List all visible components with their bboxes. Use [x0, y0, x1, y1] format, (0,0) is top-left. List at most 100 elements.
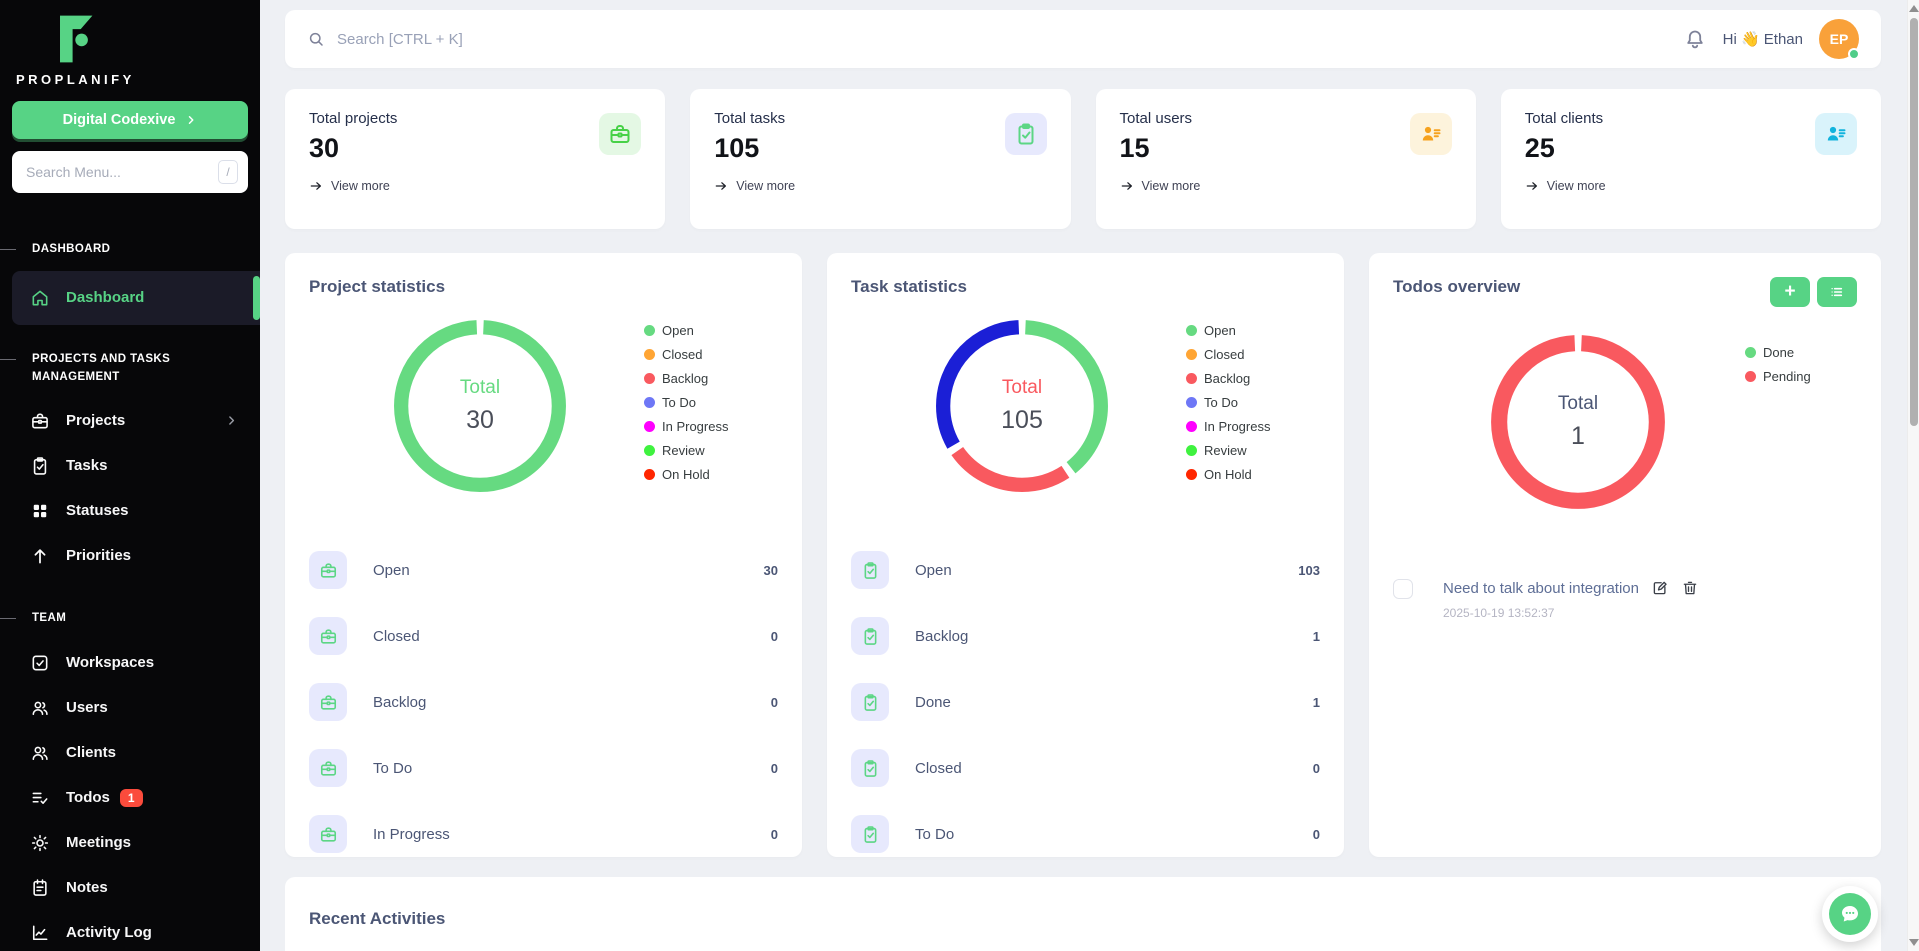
status-value: 1	[1312, 694, 1320, 710]
arrow-right-icon	[1526, 182, 1537, 190]
legend-dot	[1186, 349, 1197, 360]
sidebar-item-tasks[interactable]: Tasks	[0, 443, 260, 488]
sidebar-item-meetings[interactable]: Meetings	[0, 820, 260, 865]
todos-count-badge: 1	[119, 788, 143, 807]
legend-item[interactable]: Review	[644, 443, 778, 458]
section-header-projects-tasks: PROJECTS AND TASKS MANAGEMENT	[0, 351, 260, 387]
chart-line-icon	[32, 925, 48, 940]
sidebar-item-statuses[interactable]: Statuses	[0, 488, 260, 533]
workspace-switcher-button[interactable]: Digital Codexive	[12, 101, 248, 139]
legend-item[interactable]: Open	[1186, 323, 1320, 338]
legend-item[interactable]: Review	[1186, 443, 1320, 458]
donut-center-label: Total	[459, 377, 501, 398]
sidebar-menu-search[interactable]: /	[12, 151, 248, 193]
chart-legend: Open Closed Backlog To Do In Progress Re…	[1186, 323, 1320, 525]
legend-item[interactable]: On Hold	[644, 467, 778, 482]
legend-dot	[1745, 371, 1756, 382]
legend-item[interactable]: In Progress	[1186, 419, 1320, 434]
sidebar-item-workspaces[interactable]: Workspaces	[0, 640, 260, 685]
legend-item[interactable]: Done	[1745, 345, 1857, 360]
legend-dot	[1186, 373, 1197, 384]
sidebar-item-todos[interactable]: Todos 1	[0, 775, 260, 820]
avatar-initials: EP	[1829, 31, 1849, 47]
legend-item[interactable]: Open	[644, 323, 778, 338]
recent-activities-title: Recent Activities	[309, 909, 446, 928]
legend-item[interactable]: Closed	[1186, 347, 1320, 362]
sidebar-item-activity-log[interactable]: Activity Log	[0, 910, 260, 951]
grid-icon	[33, 504, 47, 518]
view-more-link[interactable]: View more	[309, 179, 641, 193]
todo-checkbox[interactable]	[1393, 579, 1413, 599]
legend-item[interactable]: To Do	[644, 395, 778, 410]
status-row: To Do 0	[851, 815, 1320, 853]
trash-icon[interactable]	[1681, 579, 1699, 597]
global-search[interactable]	[307, 30, 1683, 48]
status-label: Backlog	[915, 627, 969, 645]
users-icon	[32, 746, 48, 760]
arrow-right-icon	[715, 182, 727, 190]
status-row: Backlog 0	[309, 683, 778, 721]
view-more-link[interactable]: View more	[1120, 179, 1452, 193]
donut-center-value: 105	[1001, 406, 1043, 434]
sidebar-nav-team: Workspaces Users Clients Todos 1 Meeting…	[0, 640, 260, 951]
sidebar-nav-projects: Projects Tasks Statuses Priorities	[0, 398, 260, 578]
task-status-rows: Open 103 Backlog 1 Done 1 Closed 0 To Do	[851, 551, 1320, 853]
status-value: 0	[1312, 826, 1320, 842]
stat-card-total-clients: Total clients 25 View more	[1500, 89, 1881, 229]
sidebar-item-label: Priorities	[66, 547, 132, 565]
legend-item[interactable]: Backlog	[644, 371, 778, 386]
avatar[interactable]: EP	[1819, 19, 1860, 60]
legend-item[interactable]: Backlog	[1186, 371, 1320, 386]
todo-timestamp: 2025-10-19 13:52:37	[1443, 606, 1555, 620]
sidebar-item-priorities[interactable]: Priorities	[0, 533, 260, 578]
status-row: To Do 0	[309, 749, 778, 787]
chat-fab-button[interactable]	[1822, 886, 1878, 942]
scrollbar-down-arrow[interactable]	[1909, 939, 1919, 946]
legend-dot	[1745, 347, 1756, 358]
sidebar-item-label: Activity Log	[66, 924, 152, 942]
legend-dot	[1186, 397, 1197, 408]
legend-dot	[644, 469, 655, 480]
chart-legend: Open Closed Backlog To Do In Progress Re…	[644, 323, 778, 525]
todo-text[interactable]: Need to talk about integration	[1443, 579, 1639, 597]
clipboard-check-icon	[851, 551, 889, 589]
legend-item[interactable]: In Progress	[644, 419, 778, 434]
sidebar-item-users[interactable]: Users	[0, 685, 260, 730]
legend-item[interactable]: On Hold	[1186, 467, 1320, 482]
status-label: Closed	[373, 627, 420, 645]
sidebar-item-notes[interactable]: Notes	[0, 865, 260, 910]
legend-dot	[644, 421, 655, 432]
page-scrollbar[interactable]	[1907, 0, 1919, 951]
sidebar-item-dashboard[interactable]: Dashboard	[12, 270, 260, 325]
status-label: Closed	[915, 759, 962, 777]
online-status-dot	[1848, 48, 1860, 60]
sidebar-item-projects[interactable]: Projects	[0, 398, 260, 443]
charts-row: Project statistics Total 30 Open Closed …	[285, 253, 1881, 857]
global-search-input[interactable]	[337, 30, 757, 48]
status-row: Backlog 1	[851, 617, 1320, 655]
scrollbar-thumb[interactable]	[1910, 18, 1918, 426]
edit-icon[interactable]	[1651, 579, 1669, 597]
legend-item[interactable]: Closed	[644, 347, 778, 362]
briefcase-icon	[309, 749, 347, 787]
app-logo	[0, 0, 260, 66]
bell-icon[interactable]	[1683, 27, 1707, 51]
add-todo-button[interactable]: +	[1770, 277, 1810, 307]
legend-item[interactable]: Pending	[1745, 369, 1857, 384]
gear-icon	[31, 834, 49, 851]
legend-item[interactable]: To Do	[1186, 395, 1320, 410]
todo-list-button[interactable]	[1817, 277, 1857, 307]
user-lines-icon	[1409, 113, 1452, 155]
view-more-link[interactable]: View more	[714, 179, 1046, 193]
chevron-right-icon	[225, 414, 238, 427]
view-more-link[interactable]: View more	[1525, 179, 1857, 193]
brand-name: PROPLANIFY	[16, 72, 135, 87]
menu-search-input[interactable]	[26, 164, 218, 180]
chevron-right-icon	[189, 116, 194, 124]
notepad-icon	[33, 879, 47, 896]
sidebar-item-clients[interactable]: Clients	[0, 730, 260, 775]
sidebar-item-label: Clients	[66, 744, 117, 762]
sidebar-item-label: Todos	[66, 789, 110, 807]
todos-donut-area: Total 1 Done Pending	[1393, 321, 1857, 535]
scrollbar-up-arrow[interactable]	[1909, 5, 1919, 12]
